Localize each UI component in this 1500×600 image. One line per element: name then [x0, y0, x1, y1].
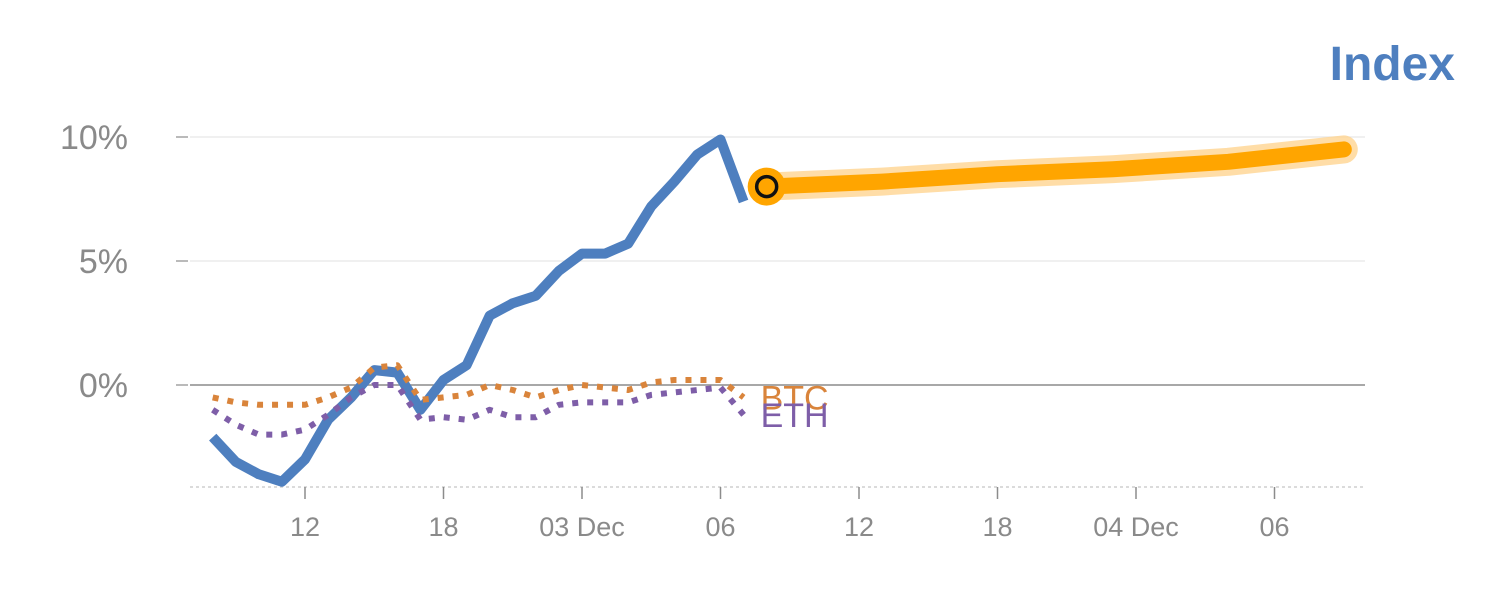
chart-title: Index: [1330, 38, 1456, 91]
projection-line: [758, 141, 1352, 195]
marker-dot: [754, 174, 779, 199]
x-tick-label: 12: [290, 512, 320, 542]
x-tick-label: 06: [1259, 512, 1289, 542]
x-tick-label: 18: [982, 512, 1012, 542]
x-tick-label: 03 Dec: [539, 512, 625, 542]
grid-lines: [190, 136, 1365, 386]
index-line: [209, 134, 749, 487]
axes: 0% 5% 10% 12 18 03 Dec 06 12 18 04 Dec 06: [60, 119, 1365, 542]
x-tick-label: 12: [844, 512, 874, 542]
series-line-eth: [211, 382, 746, 438]
x-tick-label: 06: [705, 512, 735, 542]
y-tick-label: 0%: [79, 367, 128, 405]
y-tick-label: 5%: [79, 243, 128, 281]
y-tick-label: 10%: [60, 119, 128, 157]
x-tick-label: 18: [428, 512, 458, 542]
x-tick-label: 04 Dec: [1093, 512, 1179, 542]
current-marker: [747, 167, 786, 206]
series-label-btc: BTC: [761, 379, 829, 417]
series-label-eth: ETH: [761, 397, 829, 435]
